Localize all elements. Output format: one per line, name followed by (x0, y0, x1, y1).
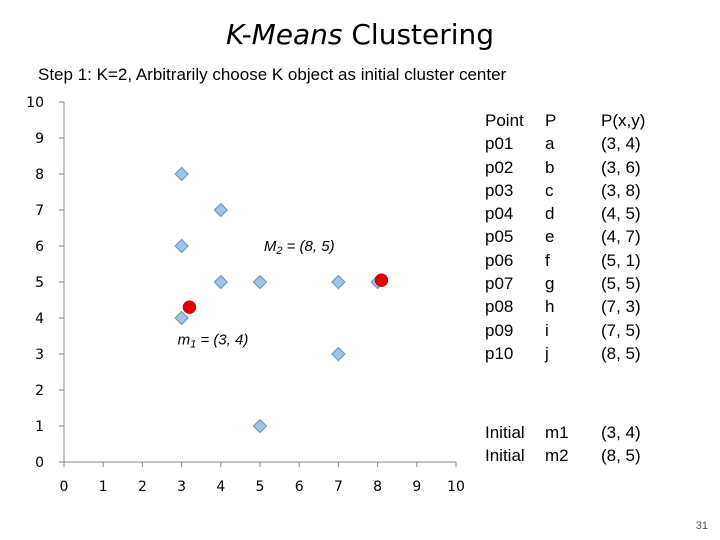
table-cell: (5, 1) (601, 250, 641, 270)
initial-label: Initial (485, 423, 525, 442)
table-cell: d (545, 204, 555, 224)
y-tick-label: 3 (35, 347, 44, 363)
data-point (331, 346, 346, 362)
initial-centroid-name: m2 (545, 446, 569, 465)
x-tick-label: 1 (99, 479, 108, 495)
initial-centroid-name: m1 (545, 423, 569, 442)
table-cell: (3, 4) (601, 134, 641, 154)
centroid-label: M2 = (8, 5) (264, 238, 335, 257)
centroid-point (374, 273, 389, 287)
data-point (252, 418, 268, 434)
table-cell: p08 (485, 297, 514, 317)
x-tick-label: 2 (138, 479, 147, 495)
x-tick-label: 3 (177, 479, 186, 495)
table-cell: a (545, 134, 555, 154)
table-cell: p06 (485, 250, 514, 270)
x-tick-label: 7 (334, 479, 343, 495)
x-tick-label: 10 (447, 479, 465, 495)
table-cell: (4, 7) (601, 227, 641, 247)
table-cell: b (545, 157, 555, 177)
title-rest: Clustering (342, 18, 495, 51)
initial-col-m: m1 m2 (545, 421, 569, 467)
table-cell: i (545, 320, 549, 340)
table-cell: c (545, 180, 554, 200)
table-cell: (5, 5) (601, 274, 641, 294)
centroid-label: m1 = (3, 4) (178, 332, 249, 351)
table-cell: p10 (485, 343, 514, 363)
data-point (174, 238, 189, 254)
table-cell: p04 (485, 204, 514, 224)
x-tick-label: 9 (412, 479, 421, 495)
x-tick-label: 6 (295, 479, 304, 495)
table-cell: p05 (485, 227, 514, 247)
table-cell: (7, 5) (601, 320, 641, 340)
table-cell: (3, 6) (601, 157, 641, 177)
y-tick-label: 4 (35, 311, 44, 327)
table-header: Point (485, 111, 524, 130)
y-tick-label: 6 (35, 239, 44, 255)
y-tick-label: 9 (35, 131, 44, 147)
table-cell: (7, 3) (601, 297, 641, 317)
y-tick-label: 0 (35, 455, 44, 471)
slide-title: K-Means Clustering (0, 18, 720, 51)
initial-col-label: Initial Initial (485, 421, 525, 467)
table-cell: (8, 5) (601, 343, 641, 363)
slide-subtitle: Step 1: K=2, Arbitrarily choose K object… (38, 65, 507, 84)
initial-centroid-coord: (8, 5) (601, 446, 641, 465)
initial-centroid-coord: (3, 4) (601, 423, 641, 442)
table-cell: (3, 8) (601, 180, 641, 200)
centroid-point (182, 300, 197, 314)
data-point (174, 166, 189, 182)
table-cell: p01 (485, 134, 514, 154)
table-cell: f (545, 250, 550, 270)
y-tick-label: 2 (35, 383, 44, 399)
table-cell: g (545, 274, 555, 294)
initial-col-xy: (3, 4) (8, 5) (601, 421, 641, 467)
y-tick-label: 7 (35, 203, 44, 219)
table-cell: p07 (485, 274, 514, 294)
y-tick-label: 8 (35, 167, 44, 183)
table-cell: j (545, 343, 549, 363)
x-tick-label: 8 (373, 479, 382, 495)
title-italic: K-Means (225, 18, 343, 51)
x-tick-label: 4 (216, 479, 225, 495)
table-cell: p09 (485, 320, 514, 340)
table-cell: (4, 5) (601, 204, 641, 224)
initial-label: Initial (485, 446, 525, 465)
table-header: P (545, 111, 557, 130)
y-tick-label: 5 (35, 275, 44, 291)
x-tick-label: 0 (60, 479, 69, 495)
data-point (252, 274, 268, 290)
table-col-xy: P(x,y) (3, 4) (3, 6) (3, 8) (4, 5) (4, 7) (5, … (601, 109, 645, 365)
table-cell: p03 (485, 180, 514, 200)
page-number: 31 (695, 520, 708, 532)
table-cell: h (545, 297, 555, 317)
table-cell: p02 (485, 157, 514, 177)
x-tick-label: 5 (256, 479, 265, 495)
data-point (213, 274, 229, 290)
data-point (213, 202, 229, 218)
table-header: P(x,y) (601, 111, 646, 130)
data-point (174, 310, 189, 326)
y-tick-label: 10 (26, 95, 44, 111)
table-cell: e (545, 227, 555, 247)
data-point (331, 274, 346, 290)
table-col-point: Point p01 p02 p03 p04 p05 p06 p07 p08 p09 p10 (485, 109, 524, 365)
y-tick-label: 1 (35, 419, 44, 435)
